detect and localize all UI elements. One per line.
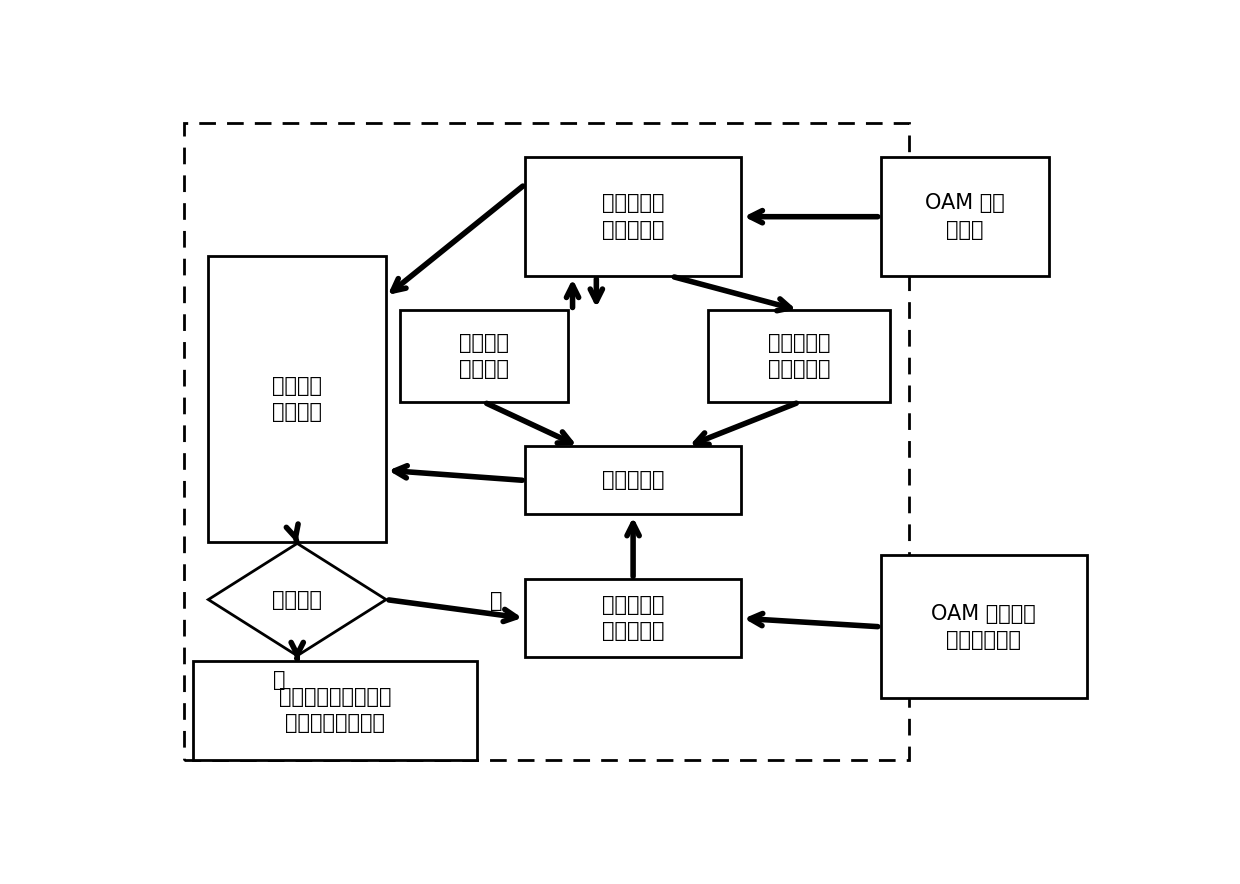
Text: 提取串扰
分布特征: 提取串扰 分布特征 — [459, 333, 510, 379]
Text: OAM 解复
用模块: OAM 解复 用模块 — [925, 194, 1004, 240]
Text: 码本寄存器: 码本寄存器 — [601, 470, 665, 491]
Bar — [193, 661, 477, 759]
Bar — [525, 579, 742, 658]
Text: 抛弃当前码
选取下一个: 抛弃当前码 选取下一个 — [601, 595, 665, 642]
Text: 识别出当前复用的涡
旋光束的涡旋阶数: 识别出当前复用的涡 旋光束的涡旋阶数 — [279, 687, 392, 734]
Bar — [525, 157, 742, 276]
Bar — [708, 310, 890, 402]
Bar — [525, 446, 742, 514]
Bar — [184, 123, 909, 759]
Polygon shape — [208, 544, 386, 656]
Bar — [208, 255, 386, 542]
Text: 否: 否 — [490, 591, 502, 611]
Bar — [401, 310, 568, 402]
Text: 相似因数
计算模块: 相似因数 计算模块 — [272, 376, 321, 422]
Text: 作为训练序
列更新码本: 作为训练序 列更新码本 — [768, 333, 830, 379]
Text: 涡旋光束串
扰计算模块: 涡旋光束串 扰计算模块 — [601, 194, 665, 240]
Text: OAM 光束拓扑
荷数检测模块: OAM 光束拓扑 荷数检测模块 — [931, 604, 1037, 650]
Bar — [880, 157, 1049, 276]
Bar — [880, 555, 1087, 698]
Text: 符合判决: 符合判决 — [273, 590, 322, 610]
Text: 是: 是 — [273, 669, 285, 690]
